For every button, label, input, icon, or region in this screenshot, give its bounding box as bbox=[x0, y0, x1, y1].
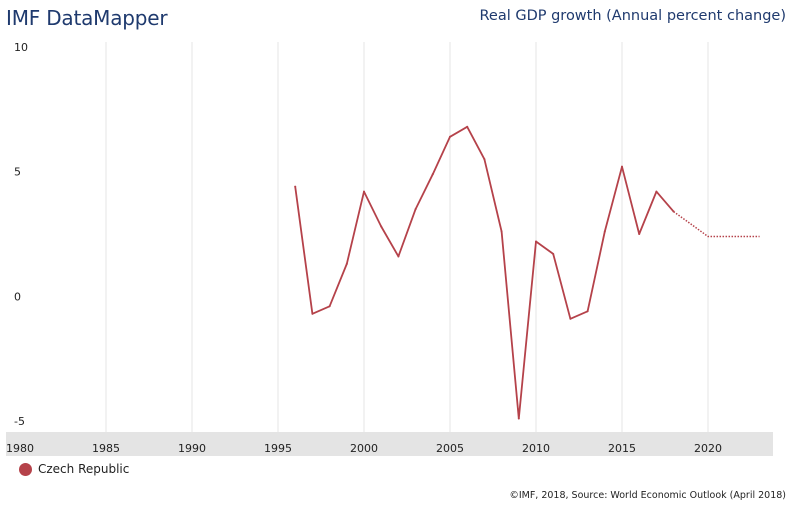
legend-marker bbox=[19, 462, 32, 476]
data-point-1997 bbox=[311, 312, 314, 315]
series-line-0 bbox=[294, 125, 675, 420]
x-tick-2005: 2005 bbox=[436, 442, 464, 455]
legend[interactable]: Czech Republic bbox=[19, 462, 129, 476]
x-tick-1985: 1985 bbox=[92, 442, 120, 455]
data-point-2000 bbox=[363, 190, 365, 193]
x-tick-2015: 2015 bbox=[608, 442, 636, 455]
data-point-2007 bbox=[483, 158, 486, 161]
chart-title: Real GDP growth (Annual percent change) bbox=[479, 8, 786, 24]
x-tick-1980: 1980 bbox=[6, 442, 34, 455]
data-point-2014 bbox=[603, 230, 606, 233]
x-tick-1990: 1990 bbox=[178, 442, 206, 455]
data-point-2002 bbox=[397, 255, 400, 258]
data-point-2017 bbox=[655, 190, 658, 193]
brand-title: IMF DataMapper bbox=[6, 6, 168, 30]
x-tick-2000: 2000 bbox=[350, 442, 378, 455]
data-point-2010 bbox=[535, 240, 537, 243]
data-point-2009 bbox=[517, 417, 520, 420]
x-tick-2020: 2020 bbox=[694, 442, 722, 455]
data-point-2012 bbox=[569, 317, 572, 320]
data-point-2008 bbox=[500, 230, 503, 233]
x-tick-1995: 1995 bbox=[264, 442, 292, 455]
y-tick-labels: 10 5 0 -5 bbox=[14, 41, 28, 428]
data-point-2003 bbox=[414, 208, 417, 211]
x-tick-labels: 1980 1985 1990 1995 2000 2005 2010 2015 2020 bbox=[6, 442, 722, 455]
data-point-2004 bbox=[431, 173, 434, 176]
x-axis-band bbox=[6, 432, 773, 456]
source-note: ©IMF, 2018, Source: World Economic Outlo… bbox=[509, 490, 786, 501]
x-tick-2010: 2010 bbox=[522, 442, 550, 455]
data-point-2006 bbox=[466, 125, 469, 128]
grid-lines bbox=[105, 42, 709, 432]
data-point-2001 bbox=[380, 225, 383, 228]
series-group bbox=[294, 125, 760, 420]
data-point-1999 bbox=[345, 262, 348, 265]
y-tick-5: 5 bbox=[14, 166, 21, 179]
data-point-1998 bbox=[328, 305, 331, 308]
y-tick-10: 10 bbox=[14, 41, 28, 54]
data-point-2016 bbox=[638, 233, 641, 235]
data-point-2005 bbox=[449, 135, 451, 138]
data-point-1996 bbox=[294, 185, 297, 188]
projection-line-0 bbox=[673, 210, 760, 238]
y-tick--5: -5 bbox=[14, 415, 25, 428]
data-point-2015 bbox=[621, 165, 623, 168]
data-point-2013 bbox=[586, 310, 589, 313]
y-tick-0: 0 bbox=[14, 290, 21, 303]
legend-label: Czech Republic bbox=[38, 462, 130, 476]
data-point-2011 bbox=[552, 252, 555, 255]
